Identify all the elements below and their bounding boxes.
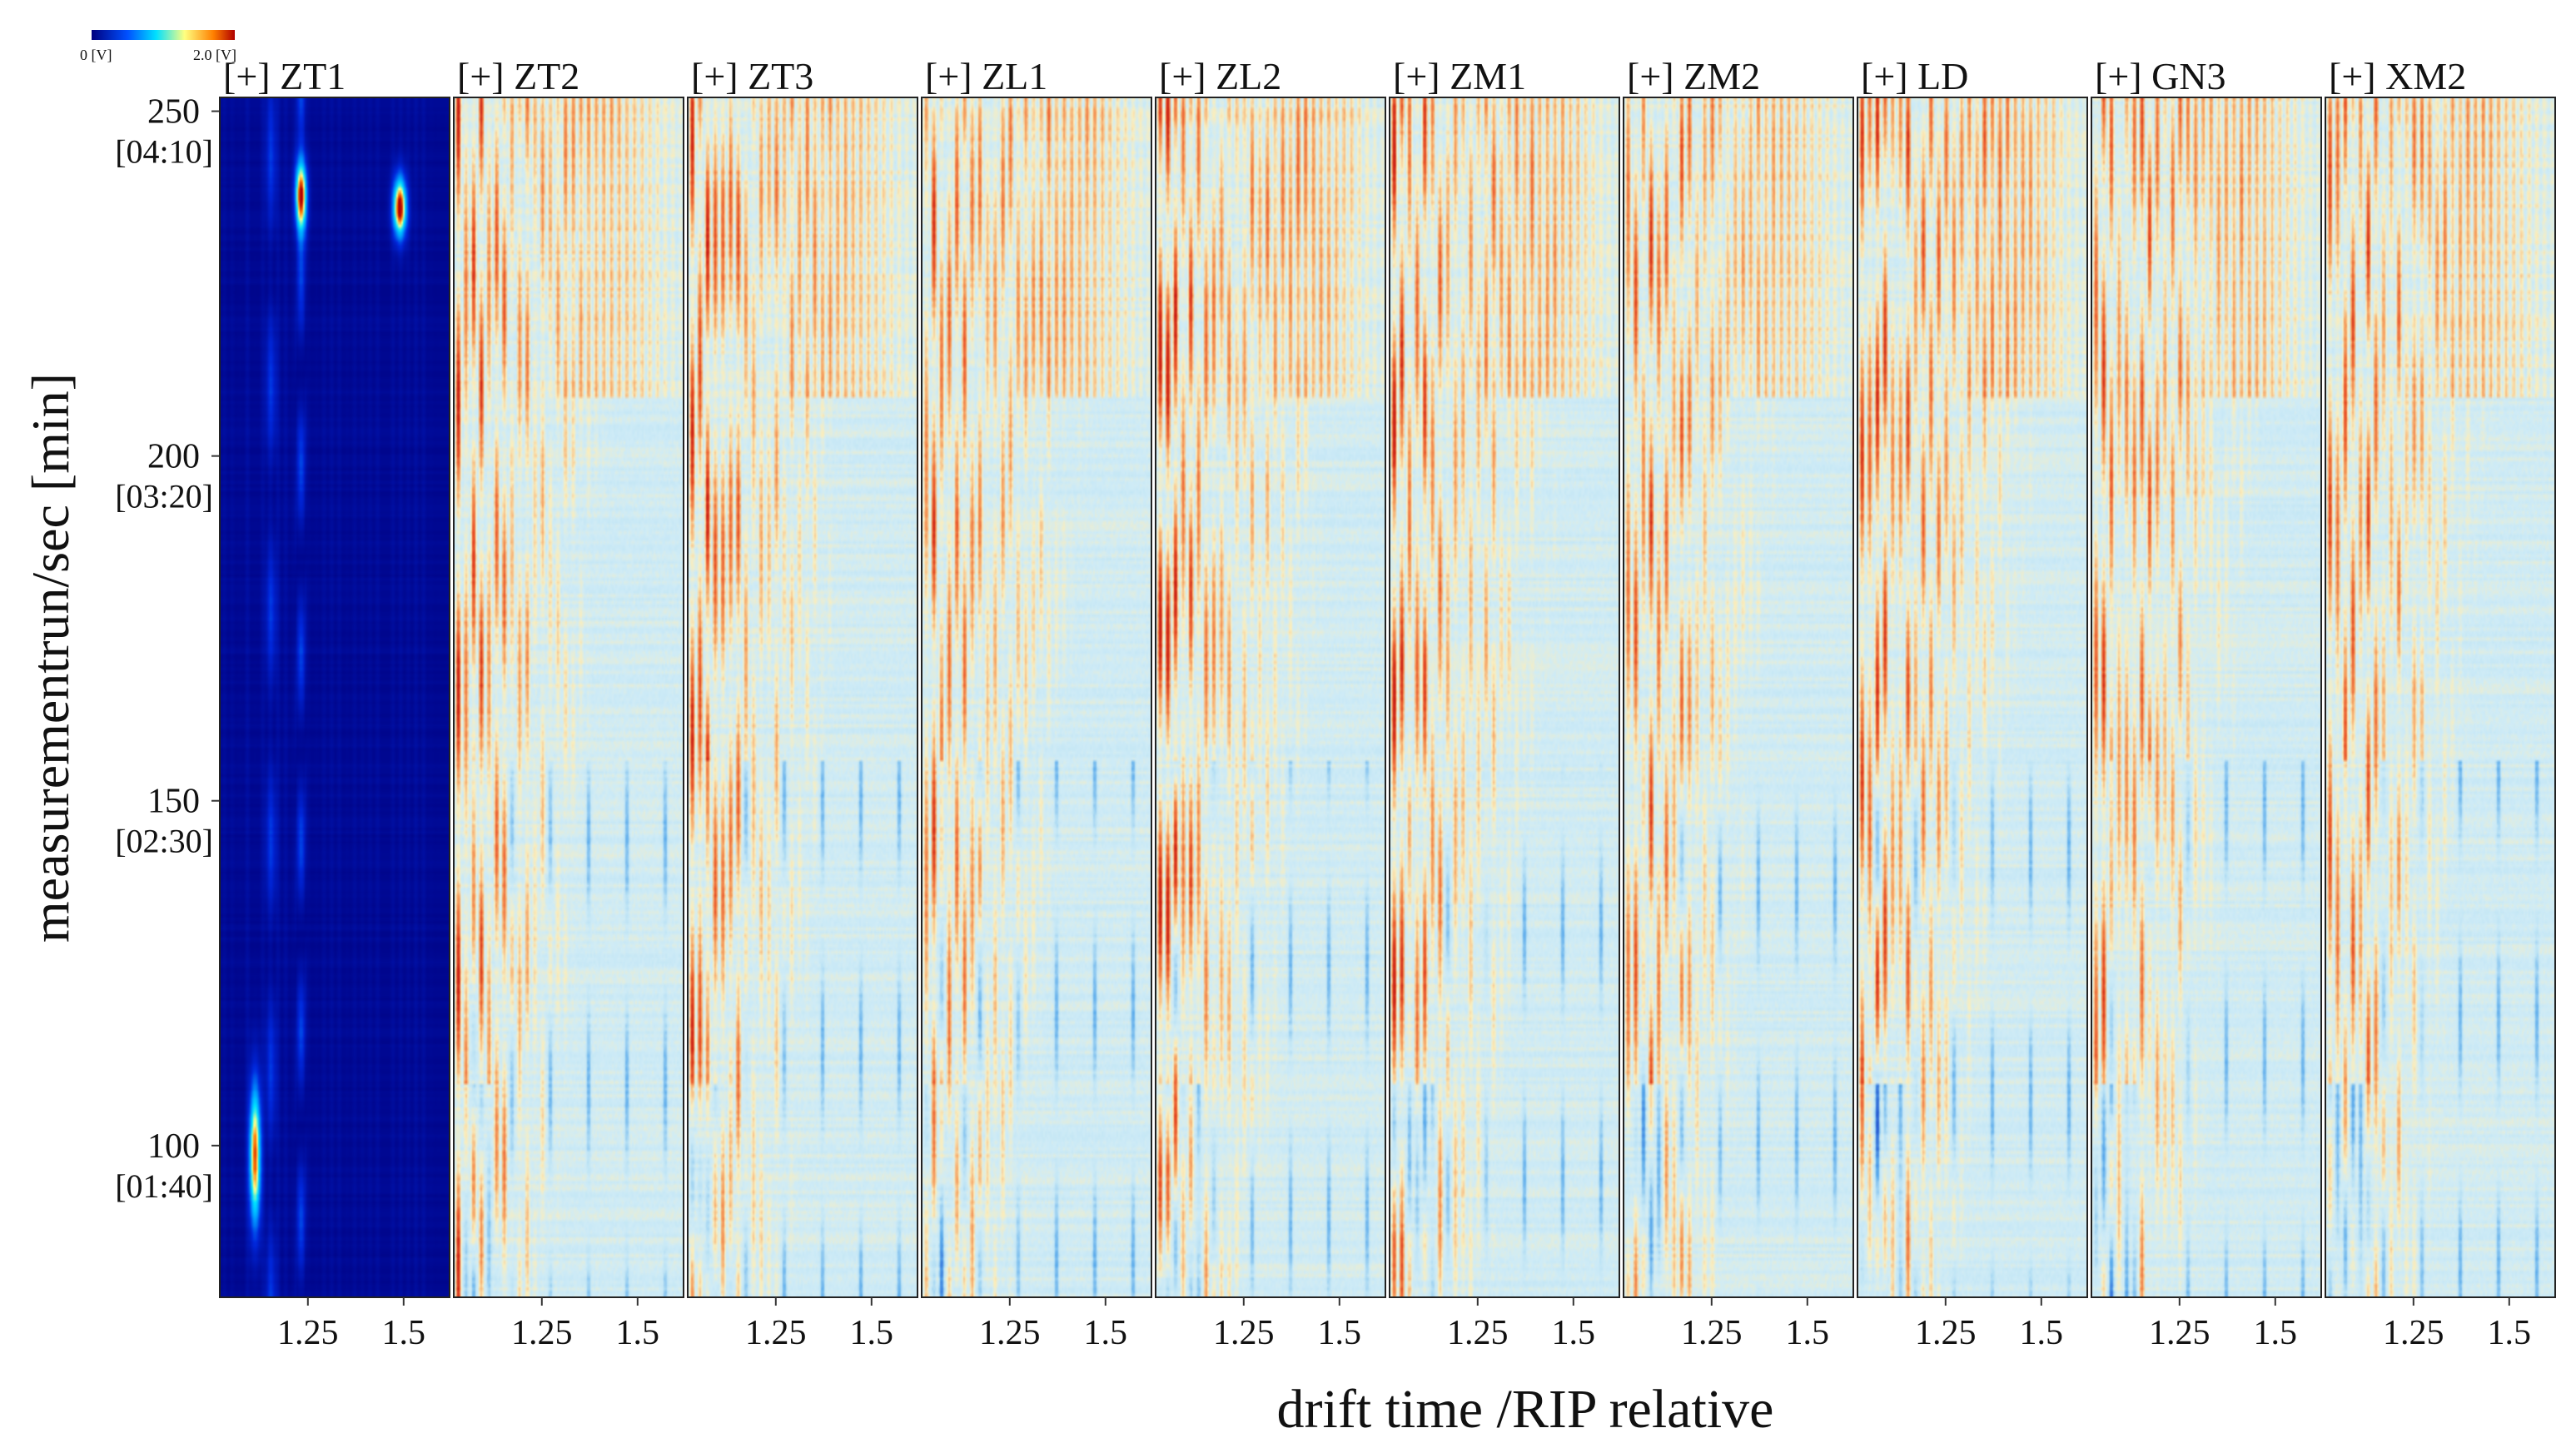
y-tick-time: [01:40] — [115, 1167, 213, 1205]
x-tick-label: 1.5 — [2254, 1314, 2298, 1352]
x-tick-label: 1.5 — [616, 1314, 660, 1352]
x-tick-label: 1.25 — [1681, 1314, 1743, 1352]
x-tick-label: 1.5 — [1318, 1314, 1362, 1352]
panel-frame — [2091, 97, 2322, 1298]
colorbar-max-label: 2.0 [V] — [193, 47, 236, 63]
panel-heatmap — [1390, 97, 1619, 1297]
x-tick-label: 1.25 — [1213, 1314, 1275, 1352]
panel-gn3: [+] GN3 1.25 1.5 — [2091, 55, 2322, 1352]
y-tick-100: 100 [01:40] — [115, 1127, 220, 1205]
panel-zm1: [+] ZM1 1.25 1.5 — [1389, 55, 1620, 1352]
x-tick-label: 1.5 — [850, 1314, 894, 1352]
panel-frame — [2325, 97, 2556, 1298]
y-tick-200: 200 [03:20] — [115, 438, 220, 515]
y-tick-250: 250 [04:10] — [115, 93, 220, 171]
y-tick-label: 200 — [147, 438, 200, 476]
panel-heatmap — [2091, 97, 2321, 1297]
x-tick-label: 1.25 — [2383, 1314, 2444, 1352]
x-tick-label: 1.5 — [2020, 1314, 2064, 1352]
panel-xm2: [+] XM2 1.25 1.5 — [2325, 55, 2556, 1352]
x-tick-label: 1.25 — [1447, 1314, 1509, 1352]
panel-title: [+] ZL2 — [1159, 55, 1281, 97]
panel-ld: [+] LD 1.25 1.5 — [1857, 55, 2088, 1352]
panel-frame — [1623, 97, 1854, 1298]
panel-frame — [453, 97, 684, 1298]
y-axis: measurementrun/sec [min] 250 [04:10] 200… — [21, 93, 220, 1205]
colorbar-min-label: 0 [V] — [80, 47, 112, 63]
x-tick-label: 1.25 — [277, 1314, 339, 1352]
panel-title: [+] ZM2 — [1627, 55, 1760, 97]
x-tick-label: 1.5 — [1084, 1314, 1128, 1352]
panel-title: [+] LD — [1861, 55, 1968, 97]
x-tick-label: 1.5 — [1552, 1314, 1596, 1352]
y-tick-label: 100 — [147, 1127, 200, 1166]
colorbar-gradient — [92, 30, 235, 40]
panel-frame — [921, 97, 1152, 1298]
panel-heatmap — [1156, 97, 1385, 1297]
x-tick-label: 1.25 — [1915, 1314, 1977, 1352]
panel-zt1: [+] ZT1 1.25 1.5 — [219, 55, 450, 1352]
x-tick-label: 1.25 — [511, 1314, 573, 1352]
x-tick-label: 1.25 — [745, 1314, 807, 1352]
y-axis-label: measurementrun/sec [min] — [21, 373, 80, 943]
panel-heatmap — [220, 97, 450, 1297]
x-tick-label: 1.5 — [382, 1314, 426, 1352]
y-tick-time: [03:20] — [115, 478, 213, 515]
panel-heatmap — [2325, 97, 2555, 1297]
x-tick-label: 1.25 — [2149, 1314, 2210, 1352]
panel-frame — [1389, 97, 1620, 1298]
panel-title: [+] ZT3 — [691, 55, 813, 97]
panel-heatmap — [922, 97, 1151, 1297]
panel-frame — [1857, 97, 2088, 1298]
y-tick-150: 150 [02:30] — [115, 783, 220, 860]
panel-heatmap — [688, 97, 918, 1297]
panel-heatmap — [1624, 97, 1853, 1297]
panel-title: [+] ZM1 — [1393, 55, 1526, 97]
panel-zl1: [+] ZL1 1.25 1.5 — [921, 55, 1152, 1352]
x-tick-label: 1.25 — [979, 1314, 1041, 1352]
panel-title: [+] GN3 — [2095, 55, 2226, 97]
x-tick-label: 1.5 — [2488, 1314, 2532, 1352]
panels: [+] ZT1 1.25 1.5 [+] ZT2 1.25 1.5 [+] ZT3 1.25 1… — [219, 55, 2556, 1352]
colorbar: 0 [V] 2.0 [V] — [80, 30, 236, 63]
panel-frame — [1155, 97, 1386, 1298]
panel-title: [+] ZT2 — [457, 55, 579, 97]
panel-title: [+] ZT1 — [223, 55, 346, 97]
panel-frame — [687, 97, 918, 1298]
panel-heatmap — [454, 97, 684, 1297]
panel-zt2: [+] ZT2 1.25 1.5 — [453, 55, 684, 1352]
y-tick-label: 150 — [147, 783, 200, 821]
panel-zm2: [+] ZM2 1.25 1.5 — [1623, 55, 1854, 1352]
x-axis-label: drift time /RIP relative — [1277, 1379, 1774, 1440]
panel-title: [+] ZL1 — [925, 55, 1047, 97]
x-tick-label: 1.5 — [1786, 1314, 1830, 1352]
panel-frame — [219, 97, 450, 1298]
y-tick-time: [02:30] — [115, 823, 213, 860]
y-tick-label: 250 — [147, 93, 200, 132]
panel-title: [+] XM2 — [2329, 55, 2466, 97]
panel-zt3: [+] ZT3 1.25 1.5 — [687, 55, 918, 1352]
y-tick-time: [04:10] — [115, 133, 213, 171]
panel-heatmap — [1857, 97, 2087, 1297]
panel-zl2: [+] ZL2 1.25 1.5 — [1155, 55, 1386, 1352]
